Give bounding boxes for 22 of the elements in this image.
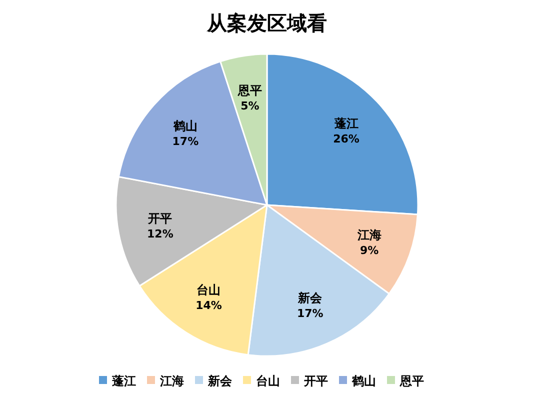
legend-label: 新会 (207, 374, 233, 388)
legend-label: 开平 (303, 374, 328, 388)
data-label: 17% (297, 306, 324, 320)
legend-label: 鹤山 (351, 374, 376, 388)
legend-label: 江海 (159, 374, 184, 388)
slice-label: 鹤山 (172, 119, 198, 134)
data-label: 14% (196, 298, 222, 312)
slice-label: 开平 (147, 211, 172, 226)
slice-label: 恩平 (236, 84, 262, 98)
data-label: 5% (240, 100, 260, 113)
slice-label: 江海 (356, 228, 382, 242)
data-label: 26% (333, 132, 360, 146)
data-label: 17% (172, 135, 199, 148)
legend-label: 台山 (256, 374, 280, 388)
chart-title: 从案发区域看 (206, 11, 327, 35)
data-label: 12% (147, 227, 174, 240)
slice-label: 台山 (196, 282, 221, 297)
legend-label: 蓬江 (111, 374, 136, 388)
slice-label: 新会 (297, 290, 324, 305)
slice-label: 蓬江 (333, 116, 358, 131)
data-label: 9% (360, 244, 379, 257)
legend-label: 恩平 (399, 374, 424, 388)
